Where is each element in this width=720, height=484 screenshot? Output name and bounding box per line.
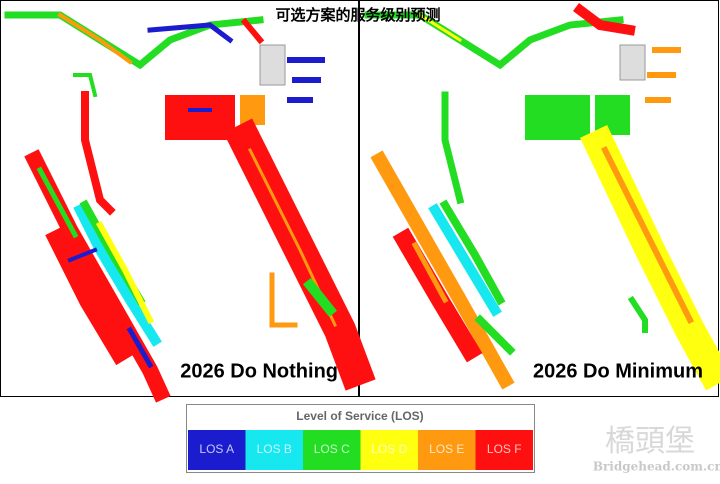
legend-label: LOS E [429,442,464,456]
legend-label: LOS D [371,442,407,456]
panel-label: 2026 Do Nothing [180,360,338,382]
panel-frame [359,0,719,397]
legend-swatch [475,430,533,470]
legend-swatch [418,430,476,470]
figure-title: 可选方案的服务级别预测 [275,6,440,24]
legend: Level of Service (LOS) LOS A LOS B LOS C LO… [186,404,535,473]
legend-swatch [303,430,361,470]
legend-swatch [188,430,246,470]
legend-label: LOS B [257,442,292,456]
legend-label: LOS F [487,442,522,456]
legend-label: LOS A [199,442,234,456]
legend-swatch [245,430,303,470]
legend-label: LOS C [314,442,350,456]
heatmap-left [4,11,376,403]
watermark-url: Bridgehead.com.cn [593,460,720,474]
watermark-name: 橋頭堡 [605,424,695,459]
legend-swatch [360,430,418,470]
legend-title: Level of Service (LOS) [296,409,423,423]
panel-label: 2026 Do Minimum [533,360,703,382]
heatmap-right [364,3,720,391]
